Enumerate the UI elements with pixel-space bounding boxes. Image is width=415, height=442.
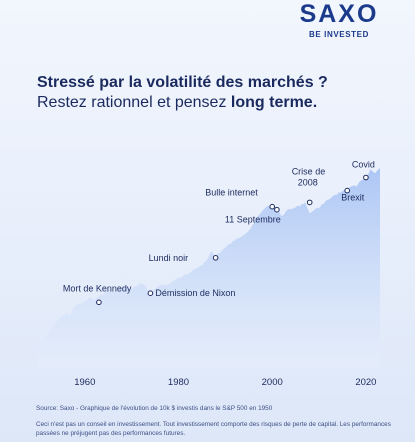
headline-line-1: Stressé par la volatilité des marchés ? (37, 74, 328, 91)
x-tick-label: 2020 (355, 377, 376, 388)
annotation-label: Bulle internet (205, 188, 258, 198)
brand-name: SAXO (299, 0, 379, 28)
headline-line-2: Restez rationnel et pensez long terme. (37, 93, 397, 113)
headline: Stressé par la volatilité des marchés ? … (37, 73, 397, 113)
annotation-layer: Mort de Kennedy Démission de Nixon Lundi n… (63, 160, 375, 306)
annotation-label: 11 Septembre (225, 215, 281, 225)
annotation-label: Démission de Nixon (155, 288, 235, 298)
sp500-growth-chart: Mort de Kennedy Démission de Nixon Lundi n… (38, 160, 380, 388)
headline-line-2-emphasis: long terme. (230, 94, 318, 111)
annotation-marker (96, 299, 102, 306)
annotation-marker (344, 187, 351, 194)
annotation-marker (274, 206, 280, 213)
brand-tagline: BE INVESTED (309, 30, 369, 39)
x-tick-label: 2000 (262, 377, 283, 388)
annotation-label: Crise de 2008 (292, 166, 326, 187)
x-axis-ticks: 1960 1980 2000 2020 (74, 377, 376, 388)
saxo-logo[interactable]: SAXO BE INVESTED (289, 0, 389, 39)
annotation-label: Mort de Kennedy (63, 283, 132, 293)
source-note: Source: Saxo - Graphique de l'évolution … (36, 405, 273, 412)
annotation-marker (212, 255, 219, 261)
annotation-marker (306, 199, 313, 206)
annotation-label: Lundi noir (149, 253, 189, 263)
annotation-marker (269, 203, 276, 210)
annotation-label: Covid (352, 160, 375, 170)
disclaimer-note: Ceci n'est pas un conseil en investissem… (36, 421, 391, 437)
annotation-label: Brexit (341, 193, 365, 203)
headline-line-2-prefix: Restez rationnel et pensez (37, 94, 227, 111)
annotation-marker (363, 174, 369, 181)
annotation-marker (147, 290, 154, 296)
x-tick-label: 1960 (74, 377, 95, 388)
x-tick-label: 1980 (168, 377, 189, 388)
growth-area (38, 168, 380, 368)
